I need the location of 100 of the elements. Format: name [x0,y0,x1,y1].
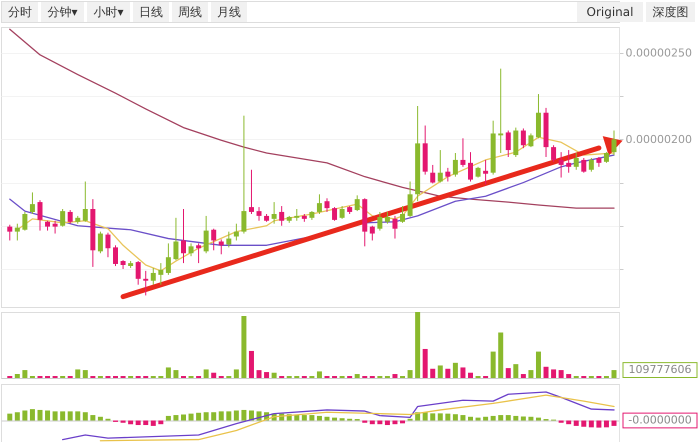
bar [581,420,586,427]
bar [490,416,496,420]
bar [22,370,28,378]
bar [430,368,436,378]
candlestick [105,232,110,258]
bar [452,414,458,420]
bar [528,370,534,378]
candlestick [558,152,564,178]
candlestick [234,223,239,241]
candlestick [279,206,284,226]
candlestick [604,152,609,164]
bar [316,371,322,378]
bar [234,410,239,420]
candlestick [166,242,171,276]
bar [332,418,338,420]
candlestick [452,152,458,178]
candlestick [248,169,254,215]
bar [438,365,443,378]
bar [241,316,246,378]
bar [520,416,526,420]
bar [158,420,164,424]
text: Original [586,5,634,19]
candlestick [596,156,602,168]
candlestick [30,192,35,215]
bar [256,370,262,378]
bar [324,416,330,420]
bar [128,420,134,424]
bar [574,420,579,426]
bar [180,414,186,420]
bar [45,410,50,420]
text: -0.0000000 [628,413,692,426]
bar [218,411,224,420]
bar [52,411,58,420]
text: 小时▾ [93,5,124,19]
bar [188,414,194,420]
text: 分时 [8,5,32,19]
bar [400,420,406,424]
candlestick [158,262,164,286]
bar [544,366,549,378]
bar [445,368,450,378]
candlestick [354,194,360,212]
bar [370,420,375,424]
candlestick [226,231,232,248]
bar [7,414,12,420]
candlestick [294,208,300,222]
candlestick [45,220,50,232]
candlestick [60,208,66,228]
bar [460,367,466,378]
candlestick [430,164,436,184]
bar [14,374,20,378]
bar [498,332,504,378]
bar [211,372,216,378]
text: 月线 [217,5,241,19]
bar [60,411,66,420]
bar [75,411,80,420]
candlestick [241,115,246,234]
candlestick [211,228,216,251]
candlestick [68,210,73,224]
candlestick [574,152,579,170]
candlestick [392,215,398,240]
candlestick [528,132,534,148]
bar [143,420,148,426]
bar [22,410,28,420]
bar [415,312,420,378]
bar [476,418,481,420]
bar [498,415,504,420]
candlestick [581,158,586,174]
bar [14,412,20,420]
candlestick [438,150,443,184]
candlestick [468,152,473,182]
bar [136,420,141,426]
bar [211,412,216,420]
bar [226,411,232,420]
bar [166,367,171,378]
bar [604,420,609,428]
y-tick-label: 0.00000200 [626,132,692,146]
candlestick [506,130,511,158]
candlestick [612,130,616,156]
bar [166,416,171,420]
candlestick [316,194,322,215]
bar [354,374,360,378]
bar [309,415,314,420]
bar [248,350,254,378]
bar [173,415,178,420]
bar [422,348,428,378]
bar [82,370,88,378]
bar [536,418,541,420]
bar [37,410,42,420]
y-tick-label: 0.00000250 [626,46,692,60]
text: 深度图 [652,5,688,19]
bar [483,416,488,420]
candlestick [324,198,330,212]
bar [392,374,398,378]
bar [566,374,572,378]
bar [75,369,80,378]
candlestick [173,217,178,261]
bar [536,352,541,378]
candlestick [551,144,556,162]
candlestick [204,215,209,254]
bar [173,370,178,378]
